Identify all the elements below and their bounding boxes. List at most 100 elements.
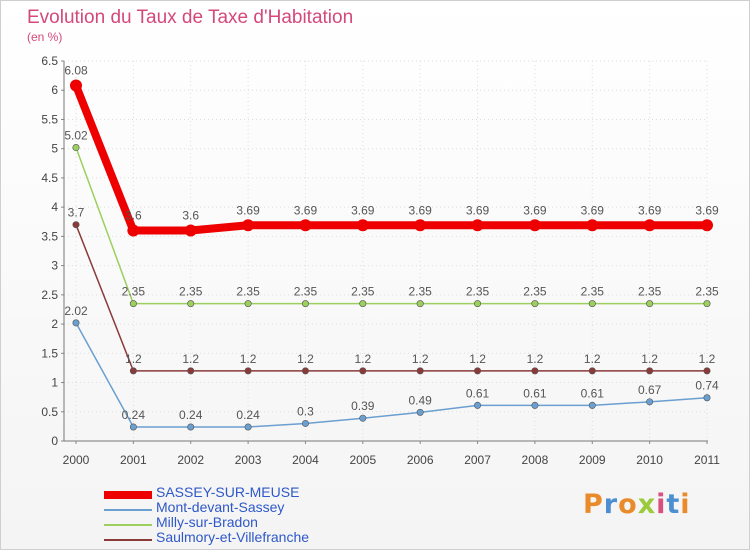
data-label: 0.49: [409, 393, 433, 407]
data-point: [646, 367, 654, 375]
data-label: 5.02: [64, 129, 88, 143]
y-tick-label: 5: [51, 142, 58, 156]
data-point: [703, 300, 711, 308]
y-tick-label: 5.5: [41, 112, 58, 126]
data-label: 3.69: [236, 203, 260, 217]
chart-subtitle: (en %): [27, 30, 63, 44]
data-label: 0.67: [638, 383, 662, 397]
x-tick-label: 2010: [636, 453, 663, 467]
x-tick-label: 2006: [407, 453, 434, 467]
x-tick-label: 2000: [63, 453, 90, 467]
series-line-1: [75, 322, 708, 428]
x-tick-label: 2002: [177, 453, 204, 467]
data-label: 3.69: [638, 203, 662, 217]
data-label: 1.2: [354, 352, 371, 366]
data-point: [531, 401, 539, 409]
data-point: [299, 219, 312, 232]
data-point: [531, 300, 539, 308]
data-point: [187, 423, 195, 431]
logo-letter: t: [666, 489, 681, 520]
data-label: 1.2: [412, 352, 429, 366]
x-tick-label: 2008: [522, 453, 549, 467]
logo-letter: i: [656, 489, 667, 520]
data-label: 2.35: [294, 285, 318, 299]
data-point: [588, 401, 596, 409]
data-label: 2.35: [581, 285, 605, 299]
logo-letter: o: [618, 489, 638, 520]
data-point: [588, 300, 596, 308]
y-tick-label: 1: [51, 376, 58, 390]
data-point: [414, 219, 427, 232]
y-tick-label: 2.5: [41, 288, 58, 302]
legend-swatch-milly: [104, 523, 152, 526]
data-label: 2.35: [236, 285, 260, 299]
data-point: [586, 219, 599, 232]
data-label: 1.2: [469, 352, 486, 366]
data-label: 3.7: [68, 206, 85, 220]
y-tick-label: 1.5: [41, 346, 58, 360]
data-point: [242, 219, 255, 232]
series-line-3: [75, 223, 708, 372]
data-label: 2.35: [523, 285, 547, 299]
data-point: [474, 367, 482, 375]
data-point: [701, 219, 713, 232]
data-point: [416, 300, 424, 308]
data-label: 2.02: [64, 304, 88, 318]
data-label: 1.2: [641, 352, 658, 366]
data-point: [72, 221, 80, 229]
data-label: 0.61: [466, 386, 490, 400]
data-point: [703, 367, 711, 375]
data-point: [359, 414, 367, 422]
data-point: [474, 300, 482, 308]
data-point: [187, 367, 195, 375]
data-point: [129, 367, 137, 375]
y-tick-label: 6: [51, 83, 58, 97]
data-point: [356, 219, 369, 232]
logo-letter: r: [603, 489, 619, 520]
legend-swatch-mont-devant: [104, 508, 152, 511]
data-point: [359, 300, 367, 308]
data-label: 1.2: [240, 352, 257, 366]
data-point: [184, 224, 197, 237]
data-label: 1.2: [297, 352, 314, 366]
y-tick-label: 4.5: [41, 171, 58, 185]
y-tick-label: 3: [51, 259, 58, 273]
data-label: 2.35: [409, 285, 433, 299]
data-label: 3.6: [125, 209, 142, 223]
data-point: [187, 300, 195, 308]
data-label: 2.35: [466, 285, 490, 299]
y-tick-label: 4: [51, 200, 58, 214]
data-point: [72, 319, 80, 327]
data-point: [416, 408, 424, 416]
logo-letter: P: [583, 489, 604, 520]
data-label: 0.3: [297, 404, 314, 418]
data-point: [703, 394, 711, 402]
data-label: 2.35: [351, 285, 375, 299]
data-label: 0.61: [581, 386, 605, 400]
data-label: 3.69: [695, 203, 719, 217]
data-label: 1.2: [182, 352, 199, 366]
y-tick-label: 0.5: [41, 405, 58, 419]
data-point: [129, 423, 137, 431]
x-tick-label: 2009: [579, 453, 606, 467]
data-label: 3.6: [182, 209, 199, 223]
y-tick-label: 0: [51, 434, 58, 448]
data-label: 3.69: [466, 203, 490, 217]
x-tick-label: 2011: [694, 453, 720, 467]
data-label: 1.2: [527, 352, 544, 366]
logo-letter: x: [637, 489, 657, 520]
data-label: 1.2: [699, 352, 716, 366]
data-point: [127, 224, 140, 237]
data-point: [646, 398, 654, 406]
data-point: [588, 367, 596, 375]
data-point: [244, 300, 252, 308]
series-line-2: [75, 146, 708, 305]
legend-label-saulmory: Saulmory-et-Villefranche: [156, 529, 310, 545]
data-point: [301, 300, 309, 308]
logo-letter: i: [680, 489, 691, 520]
data-point: [528, 219, 541, 232]
data-label: 3.69: [294, 203, 318, 217]
data-label: 0.39: [351, 399, 375, 413]
